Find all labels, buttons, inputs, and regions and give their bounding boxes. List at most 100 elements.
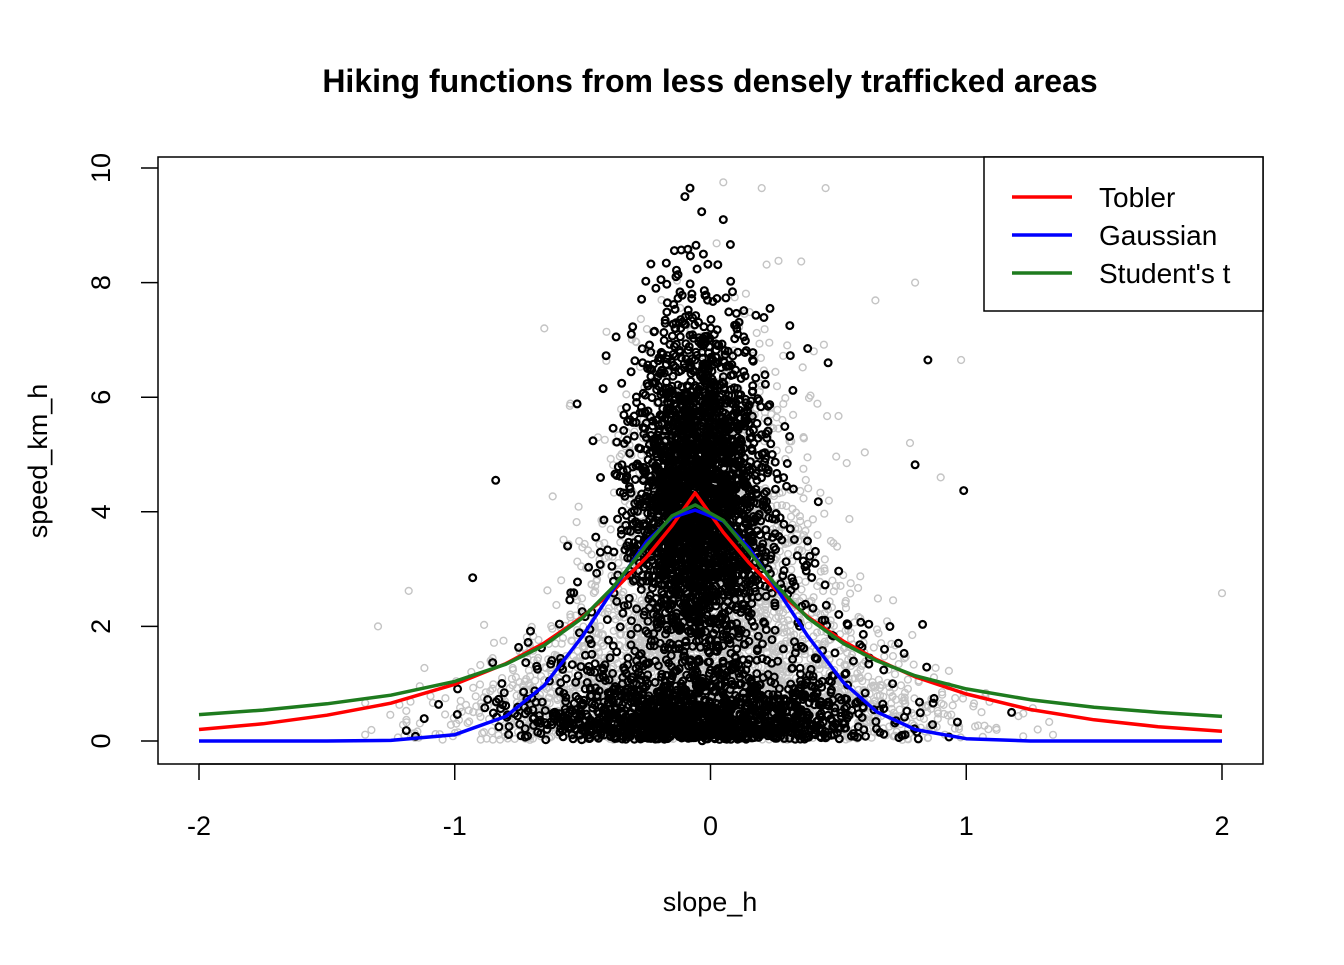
scatter-point-gray — [1048, 730, 1058, 739]
scatter-point-black — [840, 718, 850, 728]
scatter-point-gray — [772, 382, 782, 391]
scatter-point-gray — [836, 581, 845, 591]
scatter-point-gray — [779, 351, 788, 360]
scatter-point-black — [840, 669, 850, 679]
scatter-point-black — [521, 658, 531, 668]
scatter-point-gray — [869, 643, 878, 652]
scatter-point-gray — [948, 701, 957, 710]
scatter-point-gray — [566, 610, 575, 619]
scatter-point-gray — [804, 484, 813, 493]
scatter-point-gray — [572, 517, 581, 527]
scatter-point-black — [494, 722, 504, 732]
scatter-point-black — [888, 679, 898, 689]
scatter-point-gray — [813, 399, 822, 408]
scatter-point-gray — [856, 572, 865, 581]
scatter-point-black — [854, 709, 864, 719]
scatter-point-gray — [951, 693, 960, 703]
scatter-point-gray — [797, 257, 806, 266]
scatter-point-gray — [552, 600, 561, 610]
scatter-point-gray — [787, 565, 796, 574]
scatter-point-gray — [977, 708, 986, 717]
scatter-point-gray — [480, 620, 489, 630]
scatter-point-gray — [622, 390, 631, 399]
scatter-point-black — [913, 734, 923, 744]
scatter-points — [361, 178, 1227, 746]
scatter-point-gray — [871, 296, 880, 305]
scatter-point-black — [595, 547, 605, 557]
scatter-point-gray — [765, 338, 774, 347]
scatter-point-gray — [905, 438, 915, 448]
scatter-point-gray — [1045, 717, 1054, 727]
scatter-point-black — [864, 619, 874, 629]
scatter-point-gray — [540, 324, 549, 333]
scatter-point-gray — [888, 596, 898, 605]
scatter-point-gray — [752, 328, 761, 338]
chart-title: Hiking functions from less densely traff… — [322, 63, 1097, 99]
scatter-point-gray — [471, 692, 480, 701]
scatter-point-gray — [559, 535, 568, 544]
scatter-point-gray — [845, 514, 854, 524]
scatter-point-black — [1007, 707, 1017, 717]
scatter-point-black — [879, 665, 889, 675]
scatter-point-black — [795, 669, 805, 679]
scatter-point-gray — [636, 314, 646, 324]
scatter-point-gray — [956, 355, 966, 365]
scatter-point-black — [452, 709, 462, 719]
scatter-point-gray — [933, 714, 942, 724]
scatter-point-gray — [813, 530, 822, 540]
scatter-point-gray — [936, 473, 945, 482]
scatter-point-gray — [1033, 725, 1042, 734]
scatter-point-gray — [534, 635, 543, 645]
scatter-point-gray — [489, 680, 498, 689]
scatter-point-gray — [909, 660, 918, 669]
scatter-point-gray — [465, 717, 474, 726]
scatter-point-gray — [475, 680, 485, 689]
scatter-point-gray — [783, 341, 792, 350]
scatter-point-gray — [756, 353, 766, 363]
scatter-point-gray — [804, 621, 813, 630]
scatter-point-gray — [829, 587, 838, 596]
scatter-point-gray — [499, 636, 508, 645]
scatter-point-gray — [819, 340, 829, 349]
scatter-point-black — [523, 637, 533, 647]
scatter-point-gray — [609, 626, 618, 636]
scatter-point-gray — [386, 710, 395, 719]
scatter-point-gray — [796, 486, 805, 496]
scatter-point-black — [602, 615, 612, 625]
scatter-point-gray — [931, 663, 940, 673]
scatter-point-gray — [834, 411, 843, 421]
scatter-point-gray — [895, 705, 904, 714]
scatter-point-black — [810, 558, 820, 568]
scatter-point-black — [488, 708, 498, 718]
scatter-point-gray — [773, 405, 782, 414]
scatter-point-black — [915, 708, 925, 718]
scatter-point-gray — [803, 519, 812, 528]
scatter-point-gray — [872, 625, 882, 634]
scatter-point-black — [928, 698, 938, 708]
scatter-point-gray — [896, 681, 906, 690]
scatter-point-gray — [543, 586, 552, 595]
scatter-point-black — [609, 547, 619, 557]
scatter-point-gray — [890, 670, 900, 679]
scatter-point-gray — [574, 502, 583, 511]
scatter-point-black — [785, 524, 795, 534]
scatter-point-gray — [943, 711, 952, 720]
scatter-point-gray — [606, 525, 615, 534]
scatter-point-gray — [573, 646, 582, 656]
scatter-point-black — [434, 699, 444, 709]
scatter-point-gray — [784, 445, 794, 454]
scatter-point-gray — [557, 576, 566, 585]
scatter-point-gray — [456, 696, 465, 705]
scatter-point-gray — [828, 576, 837, 585]
scatter-point-gray — [757, 184, 766, 193]
scatter-point-gray — [786, 512, 796, 521]
scatter-point-gray — [404, 586, 413, 596]
scatter-point-gray — [873, 594, 883, 603]
scatter-point-gray — [799, 464, 808, 473]
scatter-point-gray — [527, 622, 536, 632]
scatter-point-gray — [832, 452, 841, 461]
scatter-point-gray — [888, 651, 898, 661]
scatter-point-gray — [783, 549, 793, 559]
scatter-point-gray — [373, 622, 383, 631]
scatter-point-gray — [602, 327, 611, 336]
